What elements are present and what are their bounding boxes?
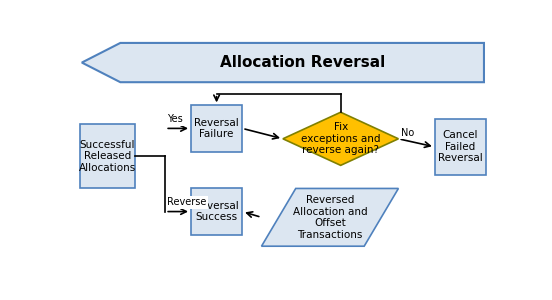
Text: Reversal
Failure: Reversal Failure <box>194 118 239 139</box>
Polygon shape <box>262 188 399 246</box>
Text: Fix
exceptions and
reverse again?: Fix exceptions and reverse again? <box>301 122 380 155</box>
Text: Successful
Released
Allocations: Successful Released Allocations <box>79 140 136 173</box>
Polygon shape <box>82 43 484 82</box>
Text: Reversed
Allocation and
Offset
Transactions: Reversed Allocation and Offset Transacti… <box>293 195 367 240</box>
FancyBboxPatch shape <box>435 119 486 175</box>
FancyBboxPatch shape <box>79 124 135 188</box>
Text: No: No <box>401 128 414 138</box>
FancyBboxPatch shape <box>191 188 242 235</box>
Text: Yes: Yes <box>167 114 183 124</box>
Polygon shape <box>283 112 399 165</box>
Text: Allocation Reversal: Allocation Reversal <box>220 55 385 70</box>
Text: Cancel
Failed
Reversal: Cancel Failed Reversal <box>438 130 483 164</box>
Text: Reversal
Success: Reversal Success <box>194 201 239 222</box>
Text: Reverse: Reverse <box>167 197 207 207</box>
FancyBboxPatch shape <box>191 105 242 152</box>
